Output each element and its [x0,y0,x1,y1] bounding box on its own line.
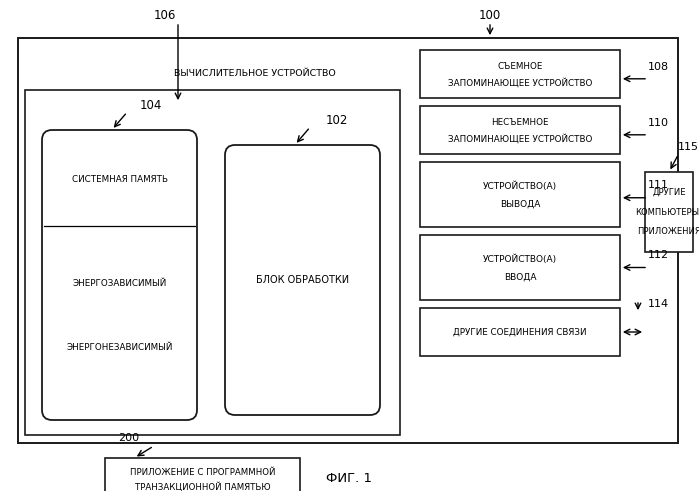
Bar [25,90,400,435]
Text: 106: 106 [154,8,176,22]
Bar [420,106,620,154]
Text: ВЫЧИСЛИТЕЛЬНОЕ УСТРОЙСТВО: ВЫЧИСЛИТЕЛЬНОЕ УСТРОЙСТВО [174,69,336,78]
Text: ВЫВОДА: ВЫВОДА [500,200,540,209]
Text: СЪЕМНОЕ: СЪЕМНОЕ [497,62,542,71]
Bar [420,162,620,227]
Bar [18,38,678,443]
Text: 110: 110 [647,118,668,128]
Text: 112: 112 [647,249,668,260]
Text: КОМПЬЮТЕРЫ/: КОМПЬЮТЕРЫ/ [635,208,699,217]
Text: УСТРОЙСТВО(А): УСТРОЙСТВО(А) [483,255,557,265]
Bar [420,235,620,300]
Bar [420,50,620,98]
Text: ТРАНЗАКЦИОННОЙ ПАМЯТЬЮ: ТРАНЗАКЦИОННОЙ ПАМЯТЬЮ [135,482,271,491]
Text: 108: 108 [647,62,668,72]
Text: БЛОК ОБРАБОТКИ: БЛОК ОБРАБОТКИ [256,275,349,285]
Bar [105,458,300,491]
Text: ФИГ. 1: ФИГ. 1 [326,471,372,485]
Text: 100: 100 [479,8,501,22]
Text: ЭНЕРГОНЕЗАВИСИМЫЙ: ЭНЕРГОНЕЗАВИСИМЫЙ [66,343,173,352]
Text: ДРУГИЕ: ДРУГИЕ [652,188,686,196]
Text: ПРИЛОЖЕНИЯ: ПРИЛОЖЕНИЯ [637,227,699,237]
Bar [645,172,693,252]
Text: УСТРОЙСТВО(А): УСТРОЙСТВО(А) [483,182,557,191]
Text: ВВОДА: ВВОДА [504,273,536,282]
Text: 102: 102 [326,113,348,127]
FancyBboxPatch shape [42,130,197,420]
Text: ДРУГИЕ СОЕДИНЕНИЯ СВЯЗИ: ДРУГИЕ СОЕДИНЕНИЯ СВЯЗИ [453,327,586,336]
Text: 111: 111 [647,180,668,190]
Text: 115: 115 [678,142,699,152]
Text: 104: 104 [139,99,161,111]
Text: 114: 114 [647,299,668,309]
Text: СИСТЕМНАЯ ПАМЯТЬ: СИСТЕМНАЯ ПАМЯТЬ [71,175,168,184]
Bar [420,308,620,356]
Text: ЗАПОМИНАЮЩЕЕ УСТРОЙСТВО: ЗАПОМИНАЮЩЕЕ УСТРОЙСТВО [448,134,592,143]
Text: ЗАПОМИНАЮЩЕЕ УСТРОЙСТВО: ЗАПОМИНАЮЩЕЕ УСТРОЙСТВО [448,78,592,87]
Text: 200: 200 [118,433,139,443]
Text: ЭНЕРГОЗАВИСИМЫЙ: ЭНЕРГОЗАВИСИМЫЙ [73,279,166,288]
Text: НЕСЪЕМНОЕ: НЕСЪЕМНОЕ [491,118,549,127]
Text: ПРИЛОЖЕНИЕ С ПРОГРАММНОЙ: ПРИЛОЖЕНИЕ С ПРОГРАММНОЙ [130,468,275,477]
FancyBboxPatch shape [225,145,380,415]
